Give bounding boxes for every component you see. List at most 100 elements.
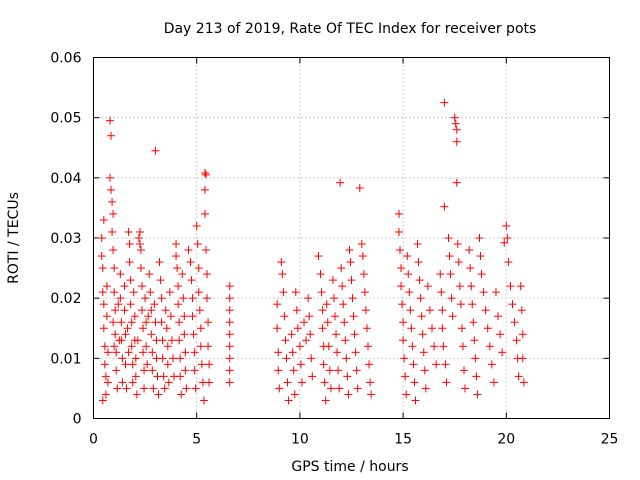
data-point [349,312,358,321]
data-point [109,209,118,218]
data-point [506,282,515,291]
data-point [156,276,165,285]
data-point [205,360,214,369]
data-point [181,366,190,375]
data-point [196,324,205,333]
data-point [318,324,327,333]
data-point [184,246,193,255]
data-point [188,294,197,303]
data-point [279,288,288,297]
data-point [394,209,403,218]
data-point [329,294,338,303]
data-point [274,348,283,357]
data-point [407,324,416,333]
data-point [475,234,484,242]
data-point [167,336,176,345]
data-point [323,318,332,327]
data-point [510,318,519,327]
data-point [144,312,153,321]
data-point [353,384,362,393]
data-point [398,300,407,309]
data-point [149,384,158,393]
data-point [330,312,339,321]
data-point [339,300,348,309]
data-point [118,378,127,387]
data-point [121,330,130,339]
data-point [413,240,422,249]
data-point [472,372,481,381]
data-point [139,324,148,333]
data-point [164,378,173,387]
data-point [332,330,341,339]
data-point [201,170,210,179]
data-point [150,300,159,309]
data-point [444,234,453,242]
data-point [300,318,309,327]
data-point [127,342,136,351]
data-point [452,178,461,187]
data-point [182,384,191,393]
data-point [174,300,183,309]
data-point [166,312,175,321]
data-point [406,306,415,315]
data-point [319,360,328,369]
data-point [342,354,351,363]
data-point [468,300,477,309]
data-point [438,306,447,315]
data-point [405,288,414,297]
data-point [479,288,488,297]
chart-title: Day 213 of 2019, Rate Of TEC Index for r… [164,21,537,37]
data-point [157,318,166,327]
data-point [414,258,423,267]
data-point [502,221,511,230]
data-point [180,330,189,339]
data-point [347,276,356,285]
data-point [205,378,214,387]
data-point [450,113,459,122]
data-point [118,354,127,363]
data-point [277,258,286,267]
data-point [194,264,203,273]
data-point [297,378,306,387]
data-point [138,282,147,291]
data-point [122,384,131,393]
data-point [436,270,445,279]
data-point [459,366,468,375]
data-point [491,288,500,297]
data-point [134,234,143,242]
x-axis-label: GPS time / hours [291,459,408,475]
data-point [496,330,505,339]
data-point [192,221,201,230]
data-point [117,318,126,327]
data-point [325,366,334,375]
data-point [287,330,296,339]
data-point [357,240,366,249]
data-point [471,354,480,363]
data-point [131,354,140,363]
data-point [113,384,122,393]
data-point [410,378,419,387]
data-point [107,185,116,194]
data-point [282,354,291,363]
data-point [401,372,410,381]
data-point [273,300,282,309]
data-point [139,348,148,357]
y-axis-label: ROTI / TECUs [6,192,22,284]
data-point [204,342,213,351]
data-point [288,348,297,357]
data-point [404,270,413,279]
data-point [159,372,168,381]
data-point [174,282,183,291]
data-point [124,348,133,357]
data-point [420,366,429,375]
data-point [343,372,352,381]
data-point [135,240,144,249]
data-point [162,324,171,333]
data-point [186,258,195,267]
data-point [281,336,290,345]
data-point [476,252,485,261]
data-point [292,306,301,315]
data-point [204,318,213,327]
